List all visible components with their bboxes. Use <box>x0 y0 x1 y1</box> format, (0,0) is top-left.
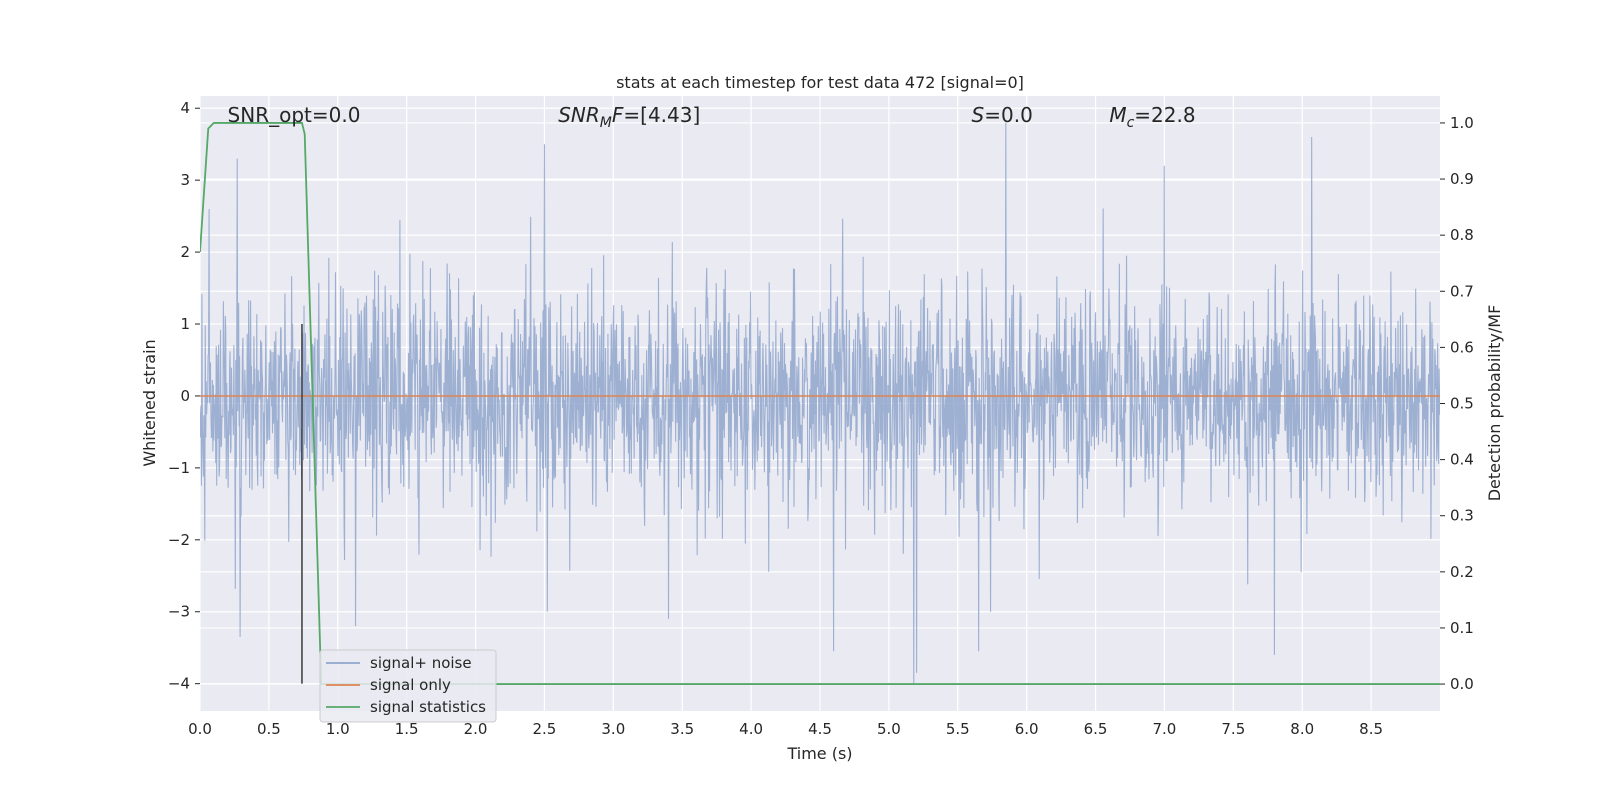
y2-axis-label: Detection probability/MF <box>1485 305 1504 502</box>
chart-title: stats at each timestep for test data 472… <box>616 73 1024 92</box>
y2-tick-label: 1.0 <box>1450 114 1474 132</box>
y2-tick-label: 0.5 <box>1450 395 1474 413</box>
x-tick-label: 6.5 <box>1084 720 1108 738</box>
legend-label-noise: signal+ noise <box>370 654 472 672</box>
x-tick-label: 0.0 <box>188 720 212 738</box>
annotation-value: =22.8 <box>1134 103 1195 127</box>
x-tick-label: 2.5 <box>533 720 557 738</box>
legend: signal+ noise signal only signal statist… <box>319 649 497 723</box>
y2-tick-label: 0.7 <box>1450 282 1474 300</box>
annotation-value: =0.0 <box>984 103 1033 127</box>
y2-axis-ticks: 1.0 0.9 0.8 0.7 0.6 0.5 0.4 0.3 0.2 0.1 0.0 <box>1440 114 1474 693</box>
y2-tick-label: 0.9 <box>1450 170 1474 188</box>
y2-tick-label: 0.0 <box>1450 675 1474 693</box>
y2-tick-label: 0.4 <box>1450 451 1474 469</box>
y-tick-label: −4 <box>168 675 190 693</box>
y-tick-label: 4 <box>180 99 190 117</box>
y-tick-label: −3 <box>168 603 190 621</box>
x-tick-label: 8.0 <box>1290 720 1314 738</box>
y2-tick-label: 0.3 <box>1450 507 1474 525</box>
annotation-value: =0.0 <box>312 103 361 127</box>
y2-tick-label: 0.8 <box>1450 226 1474 244</box>
annotation-symbol: SNR_opt <box>228 103 312 127</box>
x-axis-label: Time (s) <box>786 744 852 763</box>
x-tick-label: 8.5 <box>1359 720 1383 738</box>
y-tick-label: 1 <box>180 315 190 333</box>
legend-label-statistics: signal statistics <box>370 698 486 716</box>
x-tick-label: 4.0 <box>739 720 763 738</box>
y-tick-label: 2 <box>180 243 190 261</box>
legend-box <box>319 649 497 723</box>
annotation-symbol: S <box>972 103 985 127</box>
x-tick-label: 5.5 <box>946 720 970 738</box>
annotation-subscript: c <box>1127 115 1135 131</box>
x-tick-label: 7.5 <box>1221 720 1245 738</box>
y2-tick-label: 0.6 <box>1450 338 1474 356</box>
x-axis-ticks: 0.0 0.5 1.0 1.5 2.0 2.5 3.0 3.5 4.0 4.5 5.0 5.5 6.0 6… <box>188 720 1383 738</box>
y2-tick-label: 0.2 <box>1450 563 1474 581</box>
legend-label-signal: signal only <box>370 676 451 694</box>
x-tick-label: 1.5 <box>395 720 419 738</box>
y-tick-label: 3 <box>180 171 190 189</box>
x-tick-label: 3.5 <box>670 720 694 738</box>
annotations: SNR_opt=0.0 SNRMF=[4.43] S=0.0 Mc=22.8 <box>228 103 1196 131</box>
y-axis-ticks: 4 3 2 1 0 −1 −2 −3 −4 <box>168 99 200 693</box>
x-tick-label: 4.5 <box>808 720 832 738</box>
annotation-1: SNRMF=[4.43] <box>558 103 700 131</box>
x-tick-label: 3.0 <box>601 720 625 738</box>
annotation-value: =[4.43] <box>623 103 700 127</box>
y-tick-label: −2 <box>168 531 190 549</box>
x-tick-label: 2.0 <box>464 720 488 738</box>
annotation-symbol: SNR <box>558 103 600 127</box>
y-tick-label: 0 <box>180 387 190 405</box>
x-tick-label: 7.0 <box>1153 720 1177 738</box>
x-tick-label: 6.0 <box>1015 720 1039 738</box>
y-axis-label: Whitened strain <box>140 339 159 466</box>
x-tick-label: 1.0 <box>326 720 350 738</box>
annotation-2: S=0.0 <box>972 103 1033 127</box>
annotation-subscript: M <box>600 115 612 131</box>
annotation-suffix: F <box>612 103 624 127</box>
annotation-3: Mc=22.8 <box>1109 103 1195 131</box>
y2-tick-label: 0.1 <box>1450 619 1474 637</box>
x-tick-label: 0.5 <box>257 720 281 738</box>
annotation-0: SNR_opt=0.0 <box>228 103 361 127</box>
annotation-symbol: M <box>1109 103 1126 127</box>
x-tick-label: 5.0 <box>877 720 901 738</box>
y-tick-label: −1 <box>168 459 190 477</box>
